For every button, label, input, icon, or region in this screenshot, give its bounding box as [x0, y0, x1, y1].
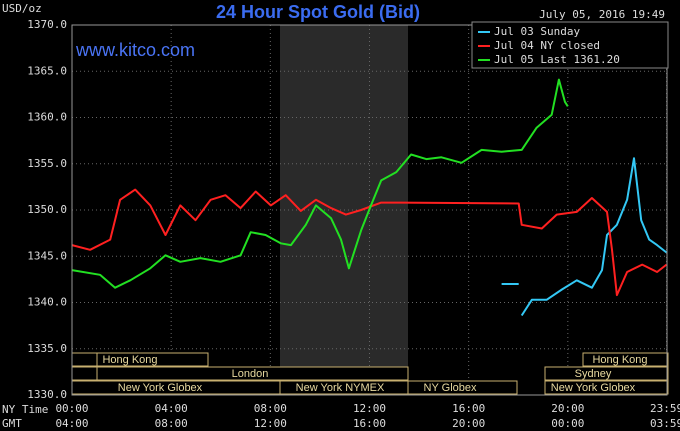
x-tick-label: 20:00 [551, 402, 584, 415]
x-tick-label: 12:00 [353, 402, 386, 415]
market-box [96, 366, 409, 381]
y-tick-label: 1335.0 [27, 342, 67, 355]
market-label: NY Globex [424, 382, 477, 394]
legend-label: Jul 05 Last 1361.20 [494, 53, 620, 66]
y-tick-label: 1330.0 [27, 388, 67, 401]
x2-tick-label: 00:00 [551, 417, 584, 430]
x-tick-label: 16:00 [452, 402, 485, 415]
market-label: London [232, 368, 269, 380]
market-sessions: Hong Kong Hong Kong London Sydney New York G… [71, 352, 669, 395]
timestamp: July 05, 2016 19:49 [539, 8, 665, 21]
legend-label: Jul 03 Sunday [494, 25, 580, 38]
y-tick-label: 1365.0 [27, 64, 67, 77]
x2-tick-label: 20:00 [452, 417, 485, 430]
legend-label: Jul 04 NY closed [494, 39, 600, 52]
market-box [544, 380, 669, 395]
market-box [96, 352, 209, 367]
chart-title: 24 Hour Spot Gold (Bid) [216, 2, 420, 22]
market-label: New York NYMEX [296, 382, 385, 394]
x-tick-label: 00:00 [55, 402, 88, 415]
x2-tick-label: 04:00 [55, 417, 88, 430]
series-line [71, 78, 569, 289]
market-box [544, 366, 669, 381]
x2-tick-label: 16:00 [353, 417, 386, 430]
market-label: Hong Kong [102, 354, 157, 366]
x-tick-label: 23:59 [650, 402, 680, 415]
series-lines [71, 78, 668, 317]
y-tick-label: 1360.0 [27, 111, 67, 124]
unit-label: USD/oz [2, 2, 42, 15]
plot-frame [71, 24, 668, 396]
x2-tick-label: 03:59 [650, 417, 680, 430]
y-tick-label: 1355.0 [27, 157, 67, 170]
x2-tick-label: 08:00 [155, 417, 188, 430]
y-tick-label: 1370.0 [27, 18, 67, 31]
x2-tick-label: 12:00 [254, 417, 287, 430]
x2-axis-label: GMT [2, 417, 22, 430]
y-tick-label: 1340.0 [27, 296, 67, 309]
series-line [520, 157, 668, 317]
market-label: Sydney [575, 368, 612, 380]
x-tick-label: 08:00 [254, 402, 287, 415]
y-tick-label: 1345.0 [27, 249, 67, 262]
site-label: www.kitco.com [75, 40, 195, 60]
market-box [407, 380, 518, 395]
legend-box [471, 21, 669, 69]
market-box [71, 366, 98, 381]
market-label: New York Globex [118, 382, 203, 394]
y-tick-label: 1350.0 [27, 203, 67, 216]
series-line [71, 188, 668, 297]
x-tick-label: 04:00 [155, 402, 188, 415]
market-label: New York Globex [551, 382, 636, 394]
x-axis-label: NY Time [2, 403, 48, 416]
market-label: Hong Kong [592, 354, 647, 366]
market-box [71, 352, 98, 367]
market-box [582, 352, 669, 367]
